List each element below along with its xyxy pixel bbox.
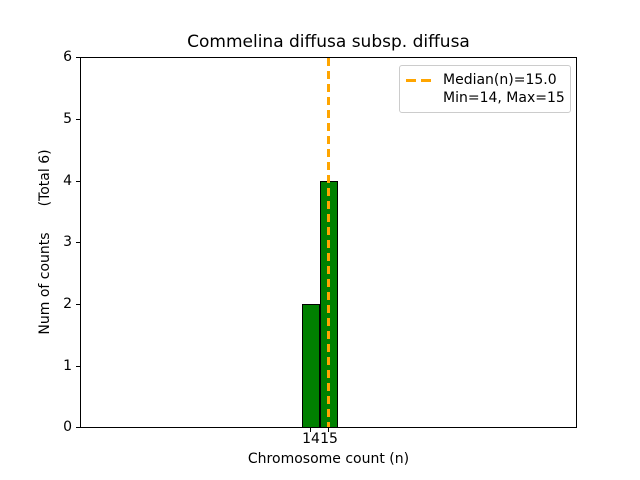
- x-tick-label: 14: [302, 431, 320, 447]
- legend-row-median: Median(n)=15.0: [406, 71, 563, 89]
- y-tick-mark: [76, 119, 80, 120]
- y-tick-label: 0: [63, 419, 72, 435]
- y-tick-mark: [76, 304, 80, 305]
- x-tick-label: 15: [320, 431, 338, 447]
- y-tick-mark: [76, 427, 80, 428]
- median-dash-icon: [406, 78, 431, 82]
- y-tick-label: 1: [63, 358, 72, 374]
- median-line: [327, 58, 330, 427]
- y-tick-mark: [76, 366, 80, 367]
- y-tick-label: 3: [63, 234, 72, 250]
- legend-label-median: Median(n)=15.0: [443, 72, 557, 88]
- x-tick-mark: [328, 428, 329, 432]
- histogram-bar: [302, 304, 320, 428]
- y-tick-label: 2: [63, 296, 72, 312]
- chart-title: Commelina diffusa subsp. diffusa: [187, 32, 470, 52]
- legend-box: Median(n)=15.0 Min=14, Max=15: [399, 65, 571, 113]
- y-tick-label: 6: [63, 49, 72, 65]
- y-tick-mark: [76, 242, 80, 243]
- y-tick-label: 5: [63, 111, 72, 127]
- y-axis-label: Num of counts (Total 6): [36, 149, 54, 334]
- legend-label-minmax: Min=14, Max=15: [443, 90, 565, 106]
- legend-empty-handle: [406, 97, 431, 100]
- y-tick-mark: [76, 57, 80, 58]
- y-tick-mark: [76, 181, 80, 182]
- y-axis-label-total: (Total 6): [37, 149, 53, 207]
- y-axis-label-main: Num of counts: [37, 232, 53, 335]
- y-tick-label: 4: [63, 173, 72, 189]
- x-tick-mark: [310, 428, 311, 432]
- legend-row-minmax: Min=14, Max=15: [406, 89, 565, 107]
- x-axis-label: Chromosome count (n): [247, 451, 410, 467]
